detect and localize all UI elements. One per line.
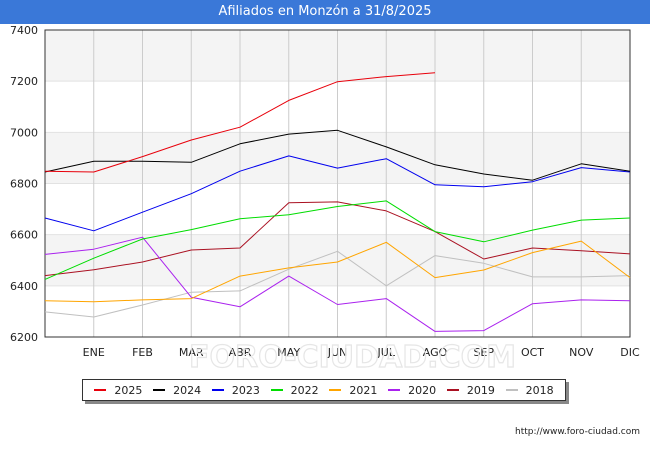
series-line-2023: [44, 155, 631, 232]
legend-label: 2018: [525, 383, 554, 397]
x-tick-label: JUL: [377, 346, 396, 359]
legend-label: 2023: [231, 383, 260, 397]
plot-border: [44, 29, 631, 338]
source-url[interactable]: http://www.foro-ciudad.com: [515, 427, 640, 437]
x-tick-label: MAY: [277, 346, 300, 359]
x-tick-label: OCT: [521, 346, 544, 359]
legend-swatch: [94, 389, 107, 391]
legend-label: 2025: [114, 383, 143, 397]
x-tick-label: ABR: [229, 346, 252, 359]
x-tick-label: NOV: [569, 346, 594, 359]
y-tick-label: 7400: [10, 24, 38, 37]
watermark: FORO-CIUDAD.COM: [189, 340, 516, 375]
series-line-2019: [44, 201, 631, 277]
y-tick-label: 6400: [10, 280, 38, 293]
legend-item-2019[interactable]: 2019: [446, 383, 495, 397]
x-tick-label: FEB: [132, 346, 153, 359]
series-line-2025: [44, 72, 436, 173]
y-tick-label: 6800: [10, 178, 38, 191]
series-line-2018: [44, 250, 631, 318]
series-line-2021: [44, 240, 631, 303]
series-line-2022: [44, 200, 631, 280]
legend-swatch: [388, 389, 401, 391]
x-tick-label: DIC: [620, 346, 640, 359]
x-tick-label: AGO: [423, 346, 448, 359]
chart-legend: 2025 2024 2023 2022 2021 2020 2019 2018: [82, 379, 566, 401]
series-line-2020: [44, 236, 631, 332]
legend-label: 2024: [173, 383, 202, 397]
y-tick-label: 7200: [10, 75, 38, 88]
x-tick-label: SEP: [473, 346, 494, 359]
legend-item-2025[interactable]: 2025: [94, 384, 142, 397]
legend-swatch: [329, 389, 342, 391]
legend-swatch: [270, 389, 283, 391]
y-tick-label: 6600: [10, 229, 38, 242]
chart-title: Afiliados en Monzón a 31/8/2025: [0, 0, 650, 24]
series-line-2024: [44, 129, 631, 181]
legend-swatch: [446, 389, 459, 391]
legend-item-2021[interactable]: 2021: [329, 384, 377, 397]
x-tick-label: JUN: [327, 346, 348, 359]
legend-label: 2020: [408, 383, 437, 397]
legend-label: 2021: [349, 383, 378, 397]
legend-swatch: [211, 389, 224, 391]
legend-label: 2022: [290, 383, 319, 397]
legend-item-2023[interactable]: 2023: [211, 383, 260, 397]
legend-item-2022[interactable]: 2022: [270, 383, 319, 397]
legend-swatch: [153, 389, 166, 391]
y-tick-label: 6200: [10, 331, 38, 344]
legend-item-2020[interactable]: 2020: [388, 384, 436, 397]
y-tick-label: 7000: [10, 126, 38, 139]
legend-item-2024[interactable]: 2024: [153, 384, 201, 397]
legend-swatch: [505, 389, 518, 391]
legend-label: 2019: [466, 383, 495, 397]
legend-item-2018[interactable]: 2018: [505, 383, 554, 397]
x-tick-label: ENE: [83, 346, 105, 359]
x-tick-label: MAR: [179, 346, 204, 359]
